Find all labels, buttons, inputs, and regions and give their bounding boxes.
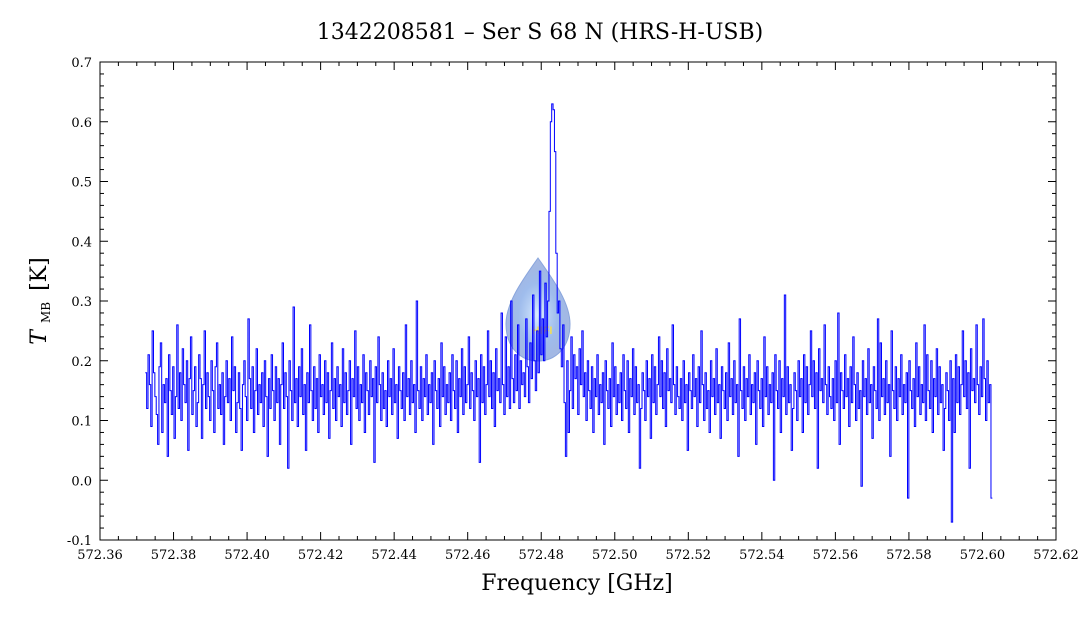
y-tick-label: 0.3 [71, 295, 92, 310]
y-tick-label: 0.4 [71, 235, 92, 250]
x-tick-label: 572.54 [739, 548, 785, 563]
y-tick-label: 0.1 [71, 415, 92, 430]
x-tick-label: 572.38 [151, 548, 197, 563]
x-tick-label: 572.60 [960, 548, 1006, 563]
x-tick-label: 572.62 [1033, 548, 1079, 563]
y-tick-label: 0.7 [71, 56, 92, 71]
y-tick-label: -0.1 [67, 534, 92, 549]
x-tick-label: 572.52 [666, 548, 712, 563]
y-tick-label: 0.0 [71, 474, 92, 489]
x-tick-label: 572.36 [77, 548, 123, 563]
svg-text:T MB [K]: T MB [K] [27, 257, 56, 344]
x-axis-ticks: 572.36 572.38 572.40 572.42 572.44 572.46 572.… [77, 62, 1079, 563]
y-axis-ticks: -0.1 0.0 0.1 0.2 0.3 0.4 0.5 0.6 0.7 [67, 56, 1056, 549]
x-tick-label: 572.40 [224, 548, 270, 563]
y-tick-label: 0.5 [71, 176, 92, 191]
x-tick-label: 572.50 [592, 548, 638, 563]
y-axis-label-main: T [27, 328, 52, 345]
x-tick-label: 572.48 [518, 548, 564, 563]
x-tick-label: 572.56 [813, 548, 859, 563]
y-axis-label: T MB [K] [27, 257, 56, 344]
x-tick-label: 572.58 [886, 548, 932, 563]
y-tick-label: 0.2 [71, 355, 92, 370]
y-axis-label-sub: MB [39, 302, 53, 323]
x-tick-label: 572.44 [371, 548, 417, 563]
x-tick-label: 572.46 [445, 548, 491, 563]
spectrum-line [145, 103, 993, 523]
chart-title: 1342208581 – Ser S 68 N (HRS-H-USB) [317, 20, 763, 45]
x-axis-label: Frequency [GHz] [481, 571, 673, 596]
plot-frame [99, 61, 1057, 541]
x-tick-label: 572.42 [298, 548, 344, 563]
y-tick-label: 0.6 [71, 116, 92, 131]
y-axis-label-unit: [K] [27, 257, 52, 291]
